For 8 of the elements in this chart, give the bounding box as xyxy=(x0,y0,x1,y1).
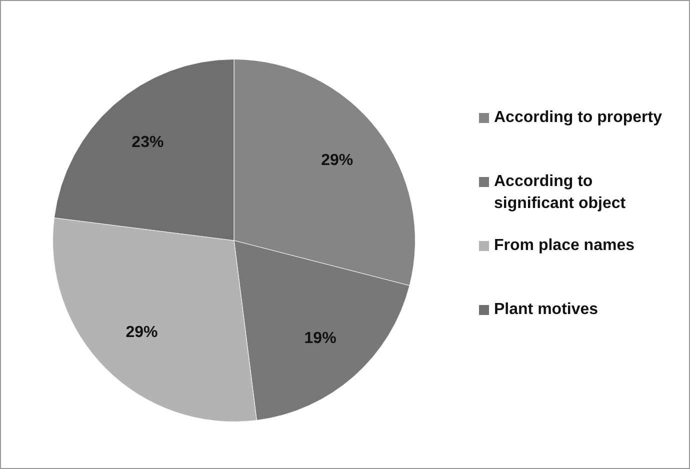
data-label: 19% xyxy=(304,330,336,347)
legend-label: According to property xyxy=(494,108,662,128)
data-label: 29% xyxy=(321,152,354,169)
legend-label: According to significant object xyxy=(494,172,627,214)
legend-label: Plant motives xyxy=(494,300,598,320)
data-label: 23% xyxy=(132,134,164,152)
legend-label: From place names xyxy=(494,236,634,256)
data-label: 29% xyxy=(126,324,158,342)
